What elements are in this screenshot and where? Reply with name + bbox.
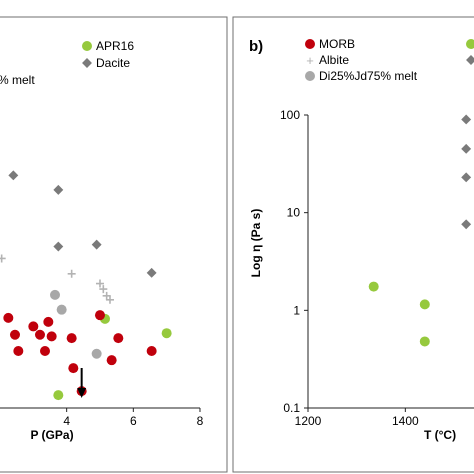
- panel-b-x-ticks: 120014001600: [295, 408, 419, 428]
- panel-b-y-axis-label: Log η (Pa s): [249, 209, 263, 278]
- panel-a-point-dacite: [53, 241, 64, 252]
- panel-a-point-morb: [68, 363, 79, 374]
- panel-a-legend: APR16 Dacite % melt: [0, 39, 134, 87]
- panel-b-point-apr16: [368, 281, 379, 292]
- panel-a-data-points: [0, 170, 172, 401]
- panel-a-point-albite: [105, 295, 114, 304]
- panel-b-point-apr16: [419, 299, 430, 310]
- panel-b-point-dacite: [461, 172, 472, 183]
- panel-a-x-tick-label: 6: [130, 414, 137, 428]
- panel-a-point-apr16: [53, 390, 64, 401]
- panel-b-point-dacite: [461, 143, 472, 154]
- legend-label-morb: MORB: [319, 37, 355, 51]
- legend-marker-albite: +: [306, 53, 314, 68]
- panel-a-point-morb: [39, 346, 50, 357]
- panel-a-x-axis-label: P (GPa): [30, 428, 73, 442]
- panel-a-point-dacite: [8, 170, 19, 181]
- panel-a-plot-area: 4 6 8 P (GPa): [0, 170, 204, 442]
- legend-marker-apr16-partial: [466, 39, 474, 49]
- panel-a-point-di25-jd75-melt: [56, 304, 67, 315]
- panel-b-frame: [232, 16, 474, 473]
- panel-b-x-tick-label: 1400: [392, 414, 419, 428]
- legend-marker-apr16: [82, 41, 92, 51]
- panel-b-label: b): [249, 38, 263, 55]
- panel-b-point-dacite: [461, 219, 472, 230]
- panel-a-point-morb: [94, 310, 105, 321]
- panel-a-x-tick-label: 4: [63, 414, 70, 428]
- panel-b-y-tick-label: 0.1: [283, 401, 300, 415]
- panel-b-x-axis-label: T (°C): [424, 428, 456, 442]
- panel-b-y-tick-label: 1: [293, 303, 300, 317]
- panel-a-point-dacite: [146, 267, 157, 278]
- panel-a-point-albite: [67, 269, 76, 278]
- legend-label-di25jd75: Di25%Jd75% melt: [319, 69, 418, 83]
- panel-a-point-morb: [28, 321, 39, 332]
- legend-label-apr16: APR16: [96, 39, 134, 53]
- panel-a-point-morb: [146, 346, 157, 357]
- panel-a-x-ticks: 4 6 8: [63, 408, 204, 428]
- legend-label-melt-fragment: % melt: [0, 73, 35, 87]
- panel-a-point-morb: [113, 333, 124, 344]
- panel-a-point-dacite: [91, 239, 102, 250]
- panel-b-legend: MORB + Albite Di25%Jd75% melt: [305, 37, 474, 83]
- panel-b-point-apr16: [419, 336, 430, 347]
- panel-a-point-morb: [3, 312, 14, 323]
- panel-a-arrow-head: [77, 388, 87, 398]
- legend-marker-dacite: [82, 58, 92, 68]
- panel-a-x-tick-label: 8: [197, 414, 204, 428]
- panel-a-point-di25-jd75-melt: [49, 289, 60, 300]
- panel-a-point-morb: [106, 355, 117, 366]
- panel-a-arrow: [77, 368, 87, 398]
- panel-b-y-ticks: 0.1 1 10 100: [280, 108, 308, 415]
- panel-b-y-tick-label: 10: [287, 206, 301, 220]
- legend-label-dacite: Dacite: [96, 56, 130, 70]
- panel-a-point-di25-jd75-melt: [91, 348, 102, 359]
- panel-a-point-albite: [99, 285, 108, 294]
- panel-a-point-morb: [34, 329, 45, 340]
- panel-a-frame: [0, 16, 228, 473]
- legend-marker-di25jd75: [305, 71, 315, 81]
- legend-marker-morb: [305, 39, 315, 49]
- panel-a-point-dacite: [53, 184, 64, 195]
- panel-b-y-tick-label: 100: [280, 108, 300, 122]
- panel-a-point-albite: [0, 254, 6, 263]
- panel-b-x-tick-label: 1200: [295, 414, 322, 428]
- panel-a-point-morb: [66, 333, 77, 344]
- legend-label-albite: Albite: [319, 53, 349, 67]
- panel-a-point-morb: [43, 316, 54, 327]
- panel-a-point-morb: [46, 331, 57, 342]
- panel-a-point-apr16: [161, 328, 172, 339]
- panel-a-point-morb: [13, 346, 24, 357]
- panel-a: 4 6 8 P (GPa) APR16 Dacite % melt: [0, 16, 228, 473]
- panel-a-point-albite: [95, 279, 104, 288]
- panel-a-point-morb: [9, 329, 20, 340]
